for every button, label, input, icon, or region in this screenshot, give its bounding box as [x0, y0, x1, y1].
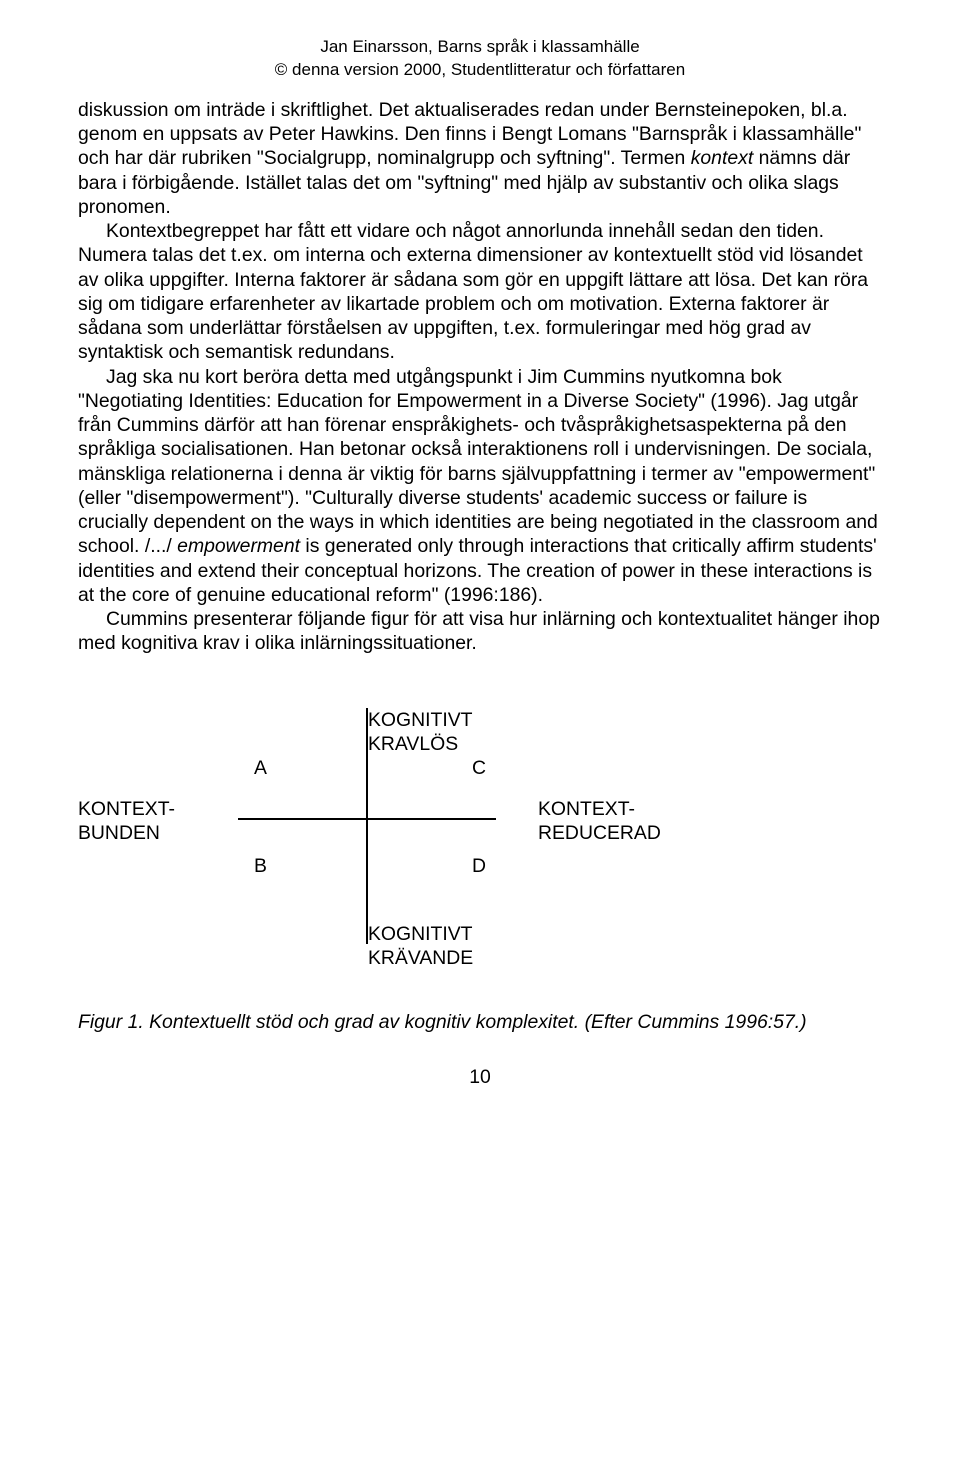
figure-caption: Figur 1. Kontextuellt stöd och grad av k…	[78, 1011, 882, 1034]
paragraph-3: Jag ska nu kort beröra detta med utgångs…	[78, 365, 882, 608]
diagram-right-2: REDUCERAD	[538, 821, 661, 845]
page-number: 10	[78, 1066, 882, 1089]
p1-italic: kontext	[691, 147, 754, 169]
diagram-top-1: KOGNITIVT	[368, 708, 882, 732]
cummins-diagram: KOGNITIVT KRAVLÖS KONTEXT- BUNDEN A C B …	[78, 708, 882, 971]
quadrant-a: A	[254, 756, 267, 780]
diagram-bottom-2: KRÄVANDE	[368, 946, 882, 970]
diagram-top-label: KOGNITIVT KRAVLÖS	[368, 708, 882, 757]
diagram-left-label: KONTEXT- BUNDEN	[78, 797, 206, 846]
paragraph-4: Cummins presenterar följande figur för a…	[78, 607, 882, 656]
diagram-right-label: KONTEXT- REDUCERAD	[538, 797, 661, 846]
diagram-bottom-label: KOGNITIVT KRÄVANDE	[368, 922, 882, 971]
p3-italic: empowerment	[177, 535, 300, 557]
paragraph-2: Kontextbegreppet har fått ett vidare och…	[78, 219, 882, 365]
diagram-middle: KONTEXT- BUNDEN A C B D KONTEXT- REDUCER…	[78, 756, 882, 886]
diagram-top-2: KRAVLÖS	[368, 732, 882, 756]
header-line-1: Jan Einarsson, Barns språk i klassamhäll…	[78, 36, 882, 59]
diagram-quadrants: A C B D	[206, 756, 526, 886]
diagram-left-2: BUNDEN	[78, 821, 206, 845]
diagram-left-1: KONTEXT-	[78, 797, 206, 821]
quadrant-b: B	[254, 854, 267, 878]
paragraph-1: diskussion om inträde i skriftlighet. De…	[78, 98, 882, 219]
page-header: Jan Einarsson, Barns språk i klassamhäll…	[78, 36, 882, 82]
diagram-right-1: KONTEXT-	[538, 797, 661, 821]
diagram-bottom-1: KOGNITIVT	[368, 922, 882, 946]
diagram-vertical-line	[366, 708, 368, 944]
quadrant-c: C	[472, 756, 486, 780]
quadrant-d: D	[472, 854, 486, 878]
page: Jan Einarsson, Barns språk i klassamhäll…	[0, 0, 960, 1089]
diagram-horizontal-line	[238, 818, 496, 820]
p3-a: Jag ska nu kort beröra detta med utgångs…	[78, 366, 878, 558]
body-text: diskussion om inträde i skriftlighet. De…	[78, 98, 882, 656]
header-line-2: © denna version 2000, Studentlitteratur …	[78, 59, 882, 82]
